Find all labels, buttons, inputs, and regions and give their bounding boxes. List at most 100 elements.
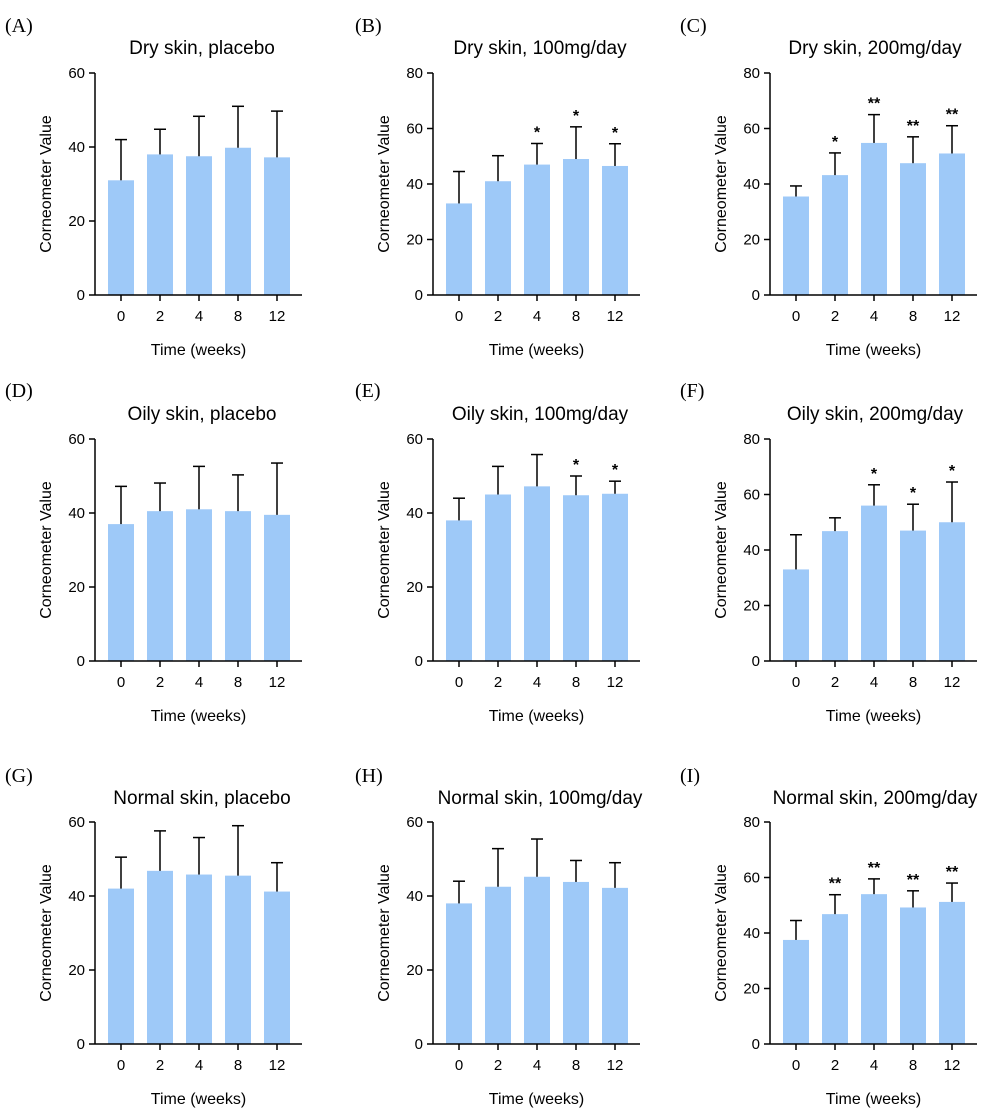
x-tick-label: 8	[909, 1057, 917, 1074]
chart-panel-c: (C) Dry skin, 200mg/day 0 * 2 ** 4 ** 8 ** 12 0 20 40…	[680, 15, 977, 359]
bar	[264, 157, 290, 295]
bar	[939, 522, 965, 661]
y-tick-label: 60	[406, 121, 423, 138]
y-axis-label: Corneometer Value	[376, 864, 393, 1002]
bar	[446, 520, 472, 661]
y-tick-label: 20	[406, 579, 423, 596]
panel-letter: (C)	[680, 15, 707, 37]
bar	[563, 495, 589, 661]
bar	[524, 876, 550, 1044]
chart-title: Normal skin, 200mg/day	[773, 788, 978, 809]
bar	[446, 203, 472, 295]
bar	[900, 907, 926, 1044]
y-tick-label: 0	[415, 287, 423, 304]
bar	[225, 147, 251, 295]
x-tick-label: 0	[117, 674, 125, 691]
bar	[524, 486, 550, 661]
panel-letter: (D)	[5, 380, 33, 402]
bar	[147, 511, 173, 661]
panel-letter: (B)	[355, 15, 382, 37]
bar	[783, 939, 809, 1044]
chart-panel-b: (B) Dry skin, 100mg/day 0 2 * 4 * 8 * 12 0 20 40 60 80…	[355, 15, 640, 359]
y-axis-label: Corneometer Value	[38, 864, 55, 1002]
bar	[783, 569, 809, 661]
bar	[939, 153, 965, 295]
y-tick-label: 20	[743, 598, 760, 615]
y-axis-label: Corneometer Value	[713, 481, 730, 619]
x-tick-label: 4	[533, 308, 541, 325]
bar	[186, 874, 212, 1044]
chart-panel-e: (E) Oily skin, 100mg/day 0 2 4 * 8 * 12 0 20 40 60 Ti…	[355, 380, 640, 725]
x-tick-label: 4	[870, 1057, 878, 1074]
y-tick-label: 60	[406, 814, 423, 831]
y-tick-label: 40	[743, 542, 760, 559]
y-tick-label: 60	[743, 870, 760, 887]
panel-letter: (A)	[5, 15, 33, 37]
x-axis-label: Time (weeks)	[151, 708, 246, 725]
panel-letter: (I)	[680, 765, 700, 787]
x-tick-label: 0	[792, 1057, 800, 1074]
x-tick-label: 8	[909, 674, 917, 691]
x-tick-label: 2	[494, 308, 502, 325]
bar	[939, 901, 965, 1044]
bar	[186, 509, 212, 661]
panel-letter: (H)	[355, 765, 383, 787]
chart-title: Dry skin, placebo	[129, 38, 275, 59]
x-tick-label: 0	[792, 674, 800, 691]
bar	[861, 505, 887, 661]
y-tick-label: 80	[743, 431, 760, 448]
x-tick-label: 8	[572, 674, 580, 691]
y-tick-label: 20	[68, 213, 85, 230]
bar	[822, 914, 848, 1044]
significance-marker: **	[907, 872, 920, 889]
significance-marker: **	[829, 876, 842, 893]
y-tick-label: 0	[752, 653, 760, 670]
x-tick-label: 8	[909, 308, 917, 325]
bar	[147, 154, 173, 295]
bar	[900, 530, 926, 661]
bar	[822, 175, 848, 295]
y-tick-label: 60	[743, 121, 760, 138]
y-axis-label: Corneometer Value	[376, 481, 393, 619]
x-tick-label: 4	[195, 1057, 203, 1074]
y-tick-label: 40	[743, 176, 760, 193]
bar	[524, 164, 550, 295]
bar	[602, 887, 628, 1044]
x-tick-label: 0	[455, 674, 463, 691]
x-tick-label: 2	[156, 1057, 164, 1074]
bar	[264, 514, 290, 661]
y-tick-label: 20	[68, 962, 85, 979]
x-tick-label: 2	[494, 1057, 502, 1074]
significance-marker: *	[612, 125, 619, 142]
x-tick-label: 12	[607, 1057, 624, 1074]
significance-marker: *	[534, 124, 541, 141]
significance-marker: *	[949, 463, 956, 480]
x-tick-label: 8	[234, 308, 242, 325]
x-tick-label: 2	[494, 674, 502, 691]
y-tick-label: 40	[68, 139, 85, 156]
bar	[186, 156, 212, 295]
bar	[861, 894, 887, 1044]
significance-marker: **	[946, 864, 959, 881]
x-axis-label: Time (weeks)	[489, 708, 584, 725]
x-tick-label: 8	[234, 1057, 242, 1074]
y-tick-label: 60	[68, 814, 85, 831]
bar	[563, 159, 589, 295]
y-tick-label: 0	[415, 653, 423, 670]
y-tick-label: 20	[68, 579, 85, 596]
y-tick-label: 40	[406, 176, 423, 193]
x-tick-label: 4	[195, 674, 203, 691]
y-tick-label: 80	[743, 65, 760, 82]
x-tick-label: 2	[831, 674, 839, 691]
y-tick-label: 40	[406, 888, 423, 905]
chart-title: Dry skin, 200mg/day	[788, 38, 962, 59]
x-tick-label: 12	[269, 674, 286, 691]
y-tick-label: 0	[77, 653, 85, 670]
significance-marker: **	[868, 96, 881, 113]
chart-panel-i: (I) Normal skin, 200mg/day 0 ** 2 ** 4 ** 8 ** 12 0…	[680, 765, 978, 1108]
x-tick-label: 12	[269, 308, 286, 325]
bar	[861, 142, 887, 295]
x-tick-label: 12	[944, 308, 961, 325]
panel-letter: (E)	[355, 380, 381, 402]
bar	[108, 888, 134, 1044]
